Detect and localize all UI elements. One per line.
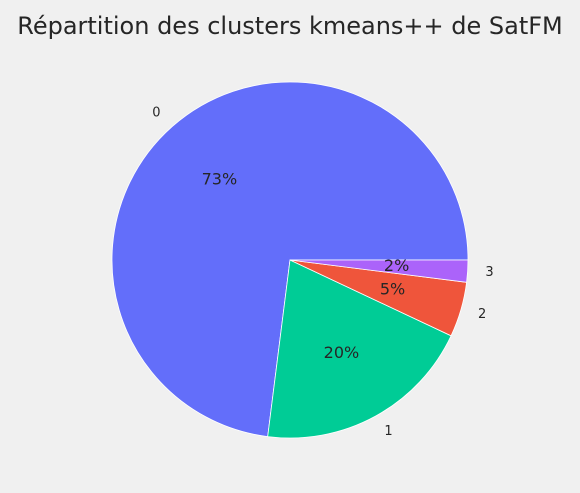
pie-slice-1 [267,259,452,439]
slice-percent-1: 20% [324,343,360,362]
slice-label-1: 1 [384,424,392,439]
slice-percent-3: 2% [384,256,409,275]
pie-slices [111,81,469,439]
slice-label-3: 3 [485,265,493,280]
chart-title: Répartition des clusters kmeans++ de Sat… [17,12,563,40]
pie-slice-0 [111,81,469,438]
pie-slice-3 [289,259,469,283]
slice-label-2: 2 [478,307,486,322]
pie-labels: 0 73% 1 20% 2 5% 3 2% [152,106,493,439]
slice-percent-2: 5% [380,279,405,298]
slice-label-0: 0 [152,106,160,121]
slice-percent-0: 73% [202,169,238,188]
